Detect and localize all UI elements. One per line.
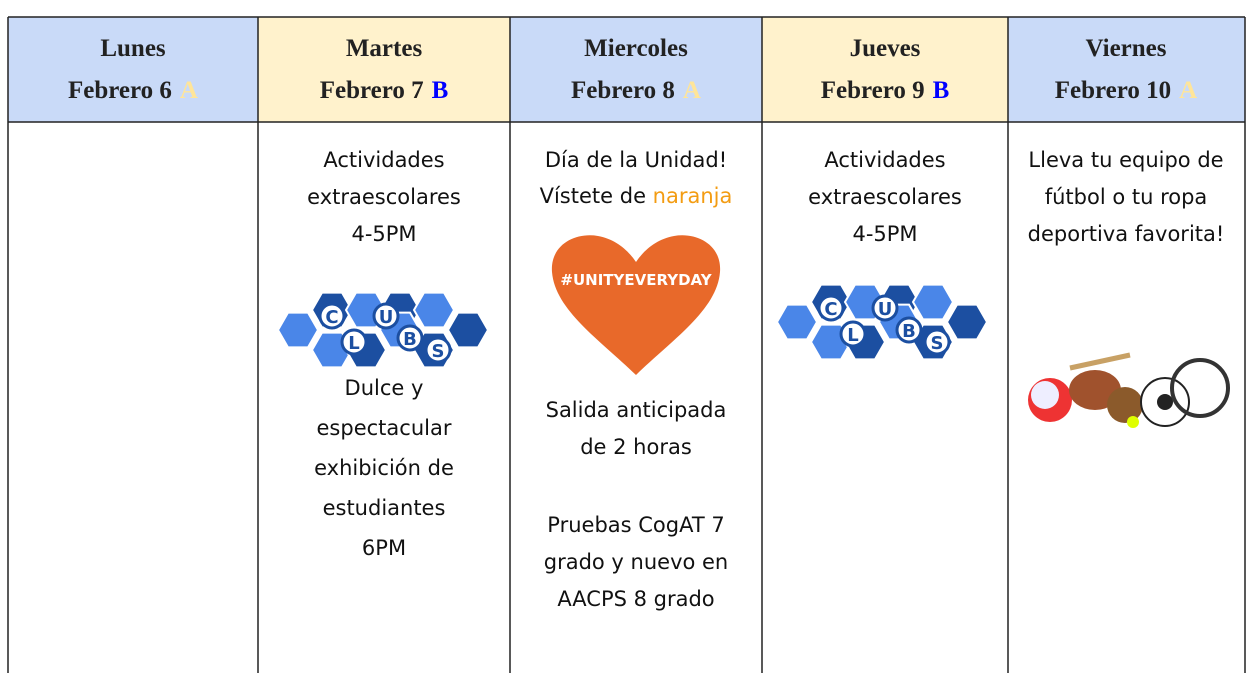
cell-text: Vístete de naranja xyxy=(540,184,733,208)
logo-letter: C xyxy=(824,299,837,320)
hexagon xyxy=(412,291,456,329)
logo-letter: L xyxy=(847,325,858,346)
day-date: Febrero 9 B xyxy=(821,77,950,104)
cell-text: extraescolares xyxy=(808,185,962,209)
cell-text: 4-5PM xyxy=(351,222,416,246)
header-cell xyxy=(762,17,1008,122)
cell-text: 6PM xyxy=(362,536,406,560)
letter-badge xyxy=(340,328,368,356)
hexagon xyxy=(446,311,490,349)
logo-letter: U xyxy=(379,307,394,328)
day-date: Febrero 6 A xyxy=(68,77,198,104)
logo-letter: C xyxy=(325,307,338,328)
letter-badge xyxy=(396,324,424,352)
day-name: Martes xyxy=(346,35,423,62)
day-date: Febrero 10 A xyxy=(1055,77,1197,104)
cell-text: Pruebas CogAT 7 xyxy=(547,513,724,537)
cell-text: 4-5PM xyxy=(852,222,917,246)
orange-text: naranja xyxy=(653,184,733,208)
date: Febrero 8 xyxy=(571,77,675,104)
header-cell xyxy=(258,17,510,122)
letter-badge xyxy=(923,328,951,356)
cell-text: fútbol o tu ropa xyxy=(1045,185,1208,209)
letter-badge xyxy=(871,294,899,322)
ab-letter: A xyxy=(180,77,198,104)
cell-text: de 2 horas xyxy=(580,435,692,459)
unity-heart: #UNITYEVERYDAY xyxy=(551,235,721,375)
cell-text: Actividades xyxy=(824,148,945,172)
logo-letter: L xyxy=(348,333,359,354)
cell-text: Día de la Unidad! xyxy=(545,148,727,172)
header-cell xyxy=(510,17,762,122)
date: Febrero 10 xyxy=(1055,77,1171,104)
heart-text: #UNITYEVERYDAY xyxy=(560,271,712,289)
logo-letter: B xyxy=(403,329,417,350)
cell-text: Salida anticipada xyxy=(546,398,727,422)
logo-letter: S xyxy=(931,333,944,354)
cell-text: grado y nuevo en xyxy=(544,550,729,574)
cell-text: estudiantes xyxy=(323,496,446,520)
cell-text: espectacular xyxy=(317,416,452,440)
letter-badge xyxy=(839,320,867,348)
day-name: Viernes xyxy=(1086,35,1167,62)
ab-letter: A xyxy=(1179,77,1197,104)
header-cell xyxy=(8,17,258,122)
cell-text: Actividades xyxy=(323,148,444,172)
cell-text: deportiva favorita! xyxy=(1028,222,1225,246)
cell-text: extraescolares xyxy=(307,185,461,209)
date: Febrero 6 xyxy=(68,77,172,104)
cell-text: Dulce y xyxy=(345,376,424,400)
header-cell xyxy=(1008,17,1245,122)
day-date: Febrero 7 B xyxy=(320,77,449,104)
ab-letter: A xyxy=(683,77,701,104)
cell-text: Lleva tu equipo de xyxy=(1028,148,1223,172)
logo-letter: B xyxy=(902,321,916,342)
text: Vístete de xyxy=(540,184,653,208)
grid xyxy=(7,16,1246,673)
letter-badge xyxy=(424,336,452,364)
logo-letter: S xyxy=(432,341,445,362)
hexagon xyxy=(775,303,819,341)
date: Febrero 9 xyxy=(821,77,925,104)
hexagon xyxy=(945,303,989,341)
day-name: Miercoles xyxy=(584,35,688,62)
letter-badge xyxy=(372,302,400,330)
letter-badge xyxy=(895,316,923,344)
hexagon xyxy=(911,283,955,321)
ab-letter: B xyxy=(933,77,950,104)
day-name: Lunes xyxy=(100,35,166,62)
letter-badge xyxy=(318,302,346,330)
logo-letter: U xyxy=(878,299,893,320)
sports-image xyxy=(1028,352,1230,428)
letter-badge xyxy=(817,294,845,322)
day-name: Jueves xyxy=(850,35,921,62)
ab-letter: B xyxy=(432,77,449,104)
cell-text: exhibición de xyxy=(314,456,454,480)
hexagon xyxy=(276,311,320,349)
day-date: Febrero 8 A xyxy=(571,77,701,104)
date: Febrero 7 xyxy=(320,77,424,104)
cell-text: AACPS 8 grado xyxy=(557,587,714,611)
